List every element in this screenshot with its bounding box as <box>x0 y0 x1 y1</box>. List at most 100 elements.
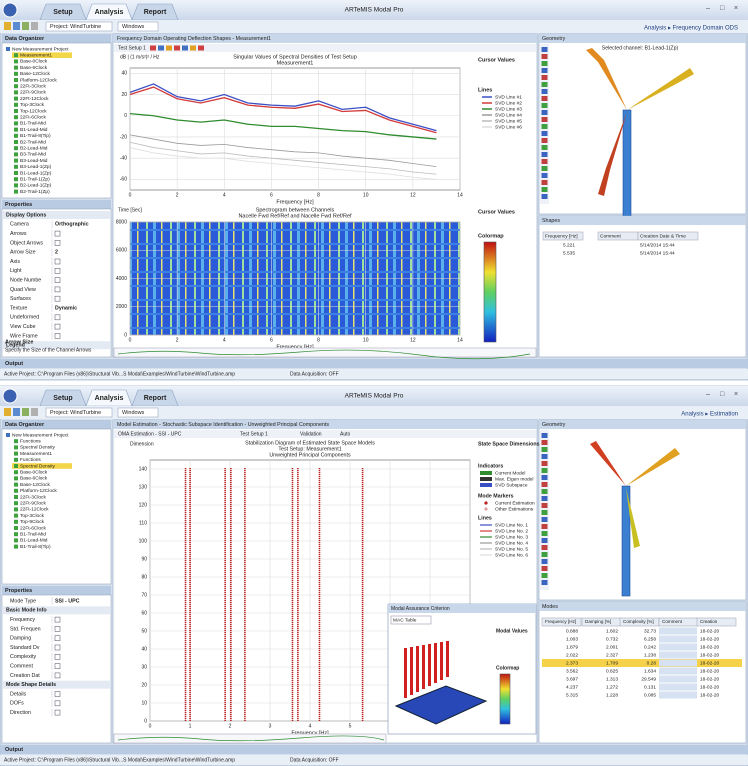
tree-item[interactable]: B1-Lead-Mid <box>20 538 48 544</box>
tree-item[interactable]: 22Ft-6Clock <box>20 114 46 120</box>
tab-label[interactable]: Setup <box>53 9 72 16</box>
tree-item[interactable]: Functions <box>20 457 41 463</box>
tool-icon[interactable] <box>541 110 548 115</box>
tool-icon[interactable] <box>541 61 548 66</box>
window-control[interactable]: – <box>706 391 710 398</box>
checkbox[interactable] <box>54 295 61 302</box>
toolbar-icon[interactable] <box>31 408 38 416</box>
toolbar-item[interactable]: Validation <box>300 431 322 437</box>
window-control[interactable]: × <box>734 391 738 398</box>
tree-item[interactable]: Measurement1 <box>20 451 52 457</box>
toolbar-icon[interactable] <box>13 408 20 416</box>
tree-item[interactable]: Base-0Clock <box>20 59 48 65</box>
tool-icon[interactable] <box>541 545 548 550</box>
tree-item[interactable]: 22Ft-6Clock <box>20 525 46 531</box>
checkbox[interactable] <box>54 240 61 246</box>
tool-icon[interactable] <box>541 152 548 157</box>
tree-item[interactable]: B3-Lead-1(Zp) <box>20 164 52 170</box>
tree-item[interactable]: Functions <box>20 438 41 444</box>
tool-icon[interactable] <box>541 503 548 508</box>
tree-item[interactable]: New Measurement Project <box>12 432 69 438</box>
tree-item[interactable]: Top-3Clock <box>20 102 45 108</box>
tree-item[interactable]: Spectral Density <box>20 463 56 469</box>
tree-item[interactable]: B3-Trail-Mid <box>20 152 46 158</box>
tab-label[interactable]: Report <box>144 9 167 16</box>
checkbox[interactable] <box>54 644 61 651</box>
tree-item[interactable]: Measurement1 <box>20 52 52 58</box>
tool-icon[interactable] <box>541 145 548 150</box>
toolbar-icon[interactable] <box>4 408 11 416</box>
tree-item[interactable]: B1-Trail-8(Tip) <box>20 133 51 139</box>
tab-label[interactable]: Analysis <box>95 9 124 16</box>
tree-item[interactable]: B1-Trail-Mid <box>20 531 46 537</box>
tool-icon[interactable] <box>541 447 548 452</box>
tree-item[interactable]: 22Ft-12Clock <box>20 507 49 513</box>
tree-item[interactable]: Base-0Clock <box>20 469 48 475</box>
tool-icon[interactable] <box>541 482 548 487</box>
tab-label[interactable]: Setup <box>53 395 72 402</box>
tool-icon[interactable] <box>541 573 548 578</box>
checkbox[interactable] <box>54 267 61 274</box>
tree-item[interactable]: Base-6Clock <box>20 476 48 482</box>
tree-item[interactable]: 22Ft-9Clock <box>20 500 46 506</box>
tree-item[interactable]: 22Ft-3Clock <box>20 494 46 500</box>
windows-box[interactable] <box>117 21 159 32</box>
tool-icon[interactable] <box>541 461 548 466</box>
tool-icon[interactable] <box>541 138 548 143</box>
tool-icon[interactable] <box>541 489 548 494</box>
tool-icon[interactable] <box>541 103 548 108</box>
tool-icon[interactable] <box>541 580 548 585</box>
tool-icon[interactable] <box>541 194 548 199</box>
tree-item[interactable]: B2-Lead-1(Zp) <box>20 183 52 189</box>
tool-icon[interactable] <box>541 96 548 101</box>
tool-icon[interactable] <box>541 468 548 473</box>
tool-icon[interactable] <box>541 82 548 87</box>
tool-icon[interactable] <box>541 54 548 59</box>
checkbox[interactable] <box>54 286 61 293</box>
window-control[interactable]: □ <box>720 5 725 12</box>
tree-item[interactable]: Top-9Clock <box>20 519 45 525</box>
tree-item[interactable]: Base-12Clock <box>20 71 50 77</box>
tool-icon[interactable] <box>541 524 548 529</box>
tool-icon[interactable] <box>174 45 180 51</box>
tool-icon[interactable] <box>541 187 548 192</box>
tab-label[interactable]: Analysis <box>95 395 124 402</box>
tool-icon[interactable] <box>541 559 548 564</box>
tree-item[interactable]: B1-Lead-1(Zp) <box>20 170 52 176</box>
tree-item[interactable]: Top-3Clock <box>20 513 45 519</box>
toolbar-item[interactable]: OMA Estimation - SSI - UPC <box>118 431 182 437</box>
tree-item[interactable]: Base-12Clock <box>20 482 50 488</box>
toolbar-item[interactable]: Auto <box>340 431 351 437</box>
checkbox[interactable] <box>54 691 61 697</box>
tree-item[interactable]: B2-Trail-Mid <box>20 139 46 145</box>
tool-icon[interactable] <box>541 552 548 557</box>
checkbox[interactable] <box>54 314 61 321</box>
tool-icon[interactable] <box>541 531 548 536</box>
toolbar-icon[interactable] <box>22 408 29 416</box>
tree-item[interactable]: Platform-12Clock <box>20 488 57 494</box>
tool-icon[interactable] <box>541 89 548 94</box>
tree-item[interactable]: B1-Lead-Mid <box>20 127 48 133</box>
checkbox[interactable] <box>54 277 61 283</box>
tree-item[interactable]: B3-Lead-Mid <box>20 158 48 164</box>
checkbox[interactable] <box>54 635 61 642</box>
tree-item[interactable]: Base-6Clock <box>20 65 48 71</box>
tool-icon[interactable] <box>541 124 548 129</box>
tool-icon[interactable] <box>541 131 548 136</box>
toolbar-icon[interactable] <box>4 22 11 30</box>
toolbar-icon[interactable] <box>31 22 38 30</box>
window-control[interactable]: □ <box>720 391 725 398</box>
tree-item[interactable]: 22Ft-9Clock <box>20 90 46 96</box>
checkbox[interactable] <box>54 323 61 330</box>
toolbar-icon[interactable] <box>22 22 29 30</box>
tool-icon[interactable] <box>541 166 548 171</box>
tool-icon[interactable] <box>541 159 548 164</box>
tree-item[interactable]: Spectral Density <box>20 445 56 451</box>
tool-icon[interactable] <box>541 117 548 122</box>
tool-icon[interactable] <box>198 45 204 51</box>
tool-icon[interactable] <box>541 433 548 438</box>
tool-icon[interactable] <box>541 517 548 522</box>
tree-item[interactable]: 22Ft-12Clock <box>20 96 49 102</box>
tool-icon[interactable] <box>541 496 548 501</box>
windows-menu[interactable]: Windows <box>122 24 145 30</box>
